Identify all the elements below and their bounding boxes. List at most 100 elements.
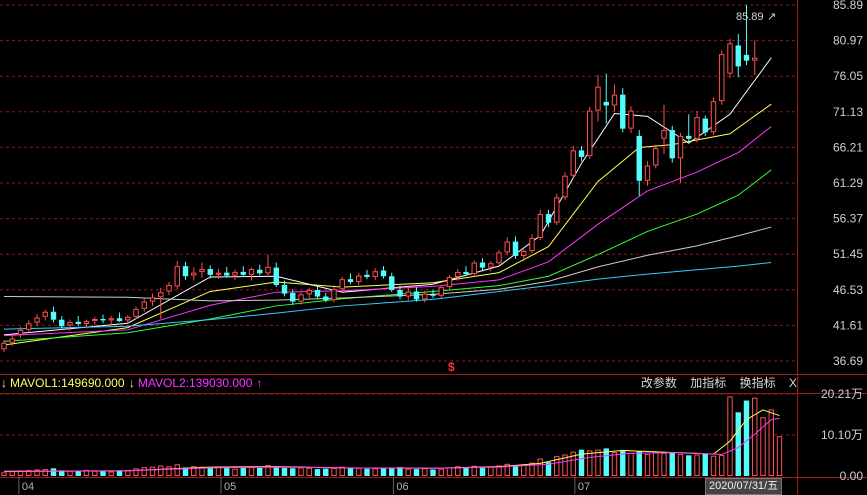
- candle: [578, 146, 585, 162]
- close-panel-button[interactable]: X: [788, 376, 797, 390]
- add-indicator-button[interactable]: 加指标: [690, 376, 727, 390]
- price-tick-label: 66.21: [833, 140, 863, 154]
- candle-body: [248, 269, 255, 275]
- volume-bar: [92, 470, 98, 476]
- price-tick-label: 76.05: [833, 69, 863, 83]
- candle: [620, 88, 626, 133]
- candle-body: [735, 45, 741, 67]
- volume-bar: [578, 449, 585, 476]
- volume-bar: [587, 450, 593, 476]
- candle-body: [752, 57, 758, 61]
- candle: [719, 50, 725, 105]
- volume-bar: [389, 467, 395, 476]
- volume-bar: [273, 466, 279, 476]
- moving-average-lines: [3, 57, 772, 346]
- moving-average-line-4: [3, 169, 772, 342]
- candle-body: [100, 318, 106, 321]
- candle-body: [702, 118, 708, 133]
- candle: [545, 209, 552, 228]
- candle: [455, 269, 461, 281]
- candle-body: [290, 292, 296, 302]
- candle: [735, 33, 741, 78]
- candle: [570, 146, 576, 179]
- candle: [669, 125, 675, 163]
- volume-bar: [471, 465, 477, 476]
- candle: [108, 316, 114, 325]
- candle: [446, 274, 453, 290]
- moving-average-line-5: [3, 226, 772, 302]
- volume-bar: [743, 400, 750, 476]
- candle-body: [347, 279, 354, 283]
- candle-body: [694, 117, 700, 139]
- candle-body: [529, 237, 535, 251]
- candle-body: [133, 308, 139, 317]
- volume-bar: [595, 449, 601, 477]
- volume-bar: [686, 455, 692, 476]
- volume-bar: [232, 468, 238, 477]
- volume-bar: [182, 467, 189, 476]
- candle: [653, 144, 659, 169]
- candle-body: [281, 284, 288, 294]
- candle-body: [603, 101, 609, 106]
- volume-bar: [191, 466, 197, 476]
- volume-bar: [496, 465, 502, 477]
- volume-bar: [529, 462, 535, 477]
- candle: [83, 319, 90, 329]
- moving-average-line-6: [3, 262, 772, 330]
- candle-body: [158, 292, 164, 298]
- mavol1-readout: MAVOL1:149690.000: [10, 376, 125, 390]
- candle-body: [108, 318, 114, 321]
- volume-bars: [1, 396, 783, 477]
- candle: [512, 236, 519, 259]
- candle: [727, 38, 733, 79]
- candle: [67, 319, 73, 331]
- volume-bar: [339, 466, 345, 477]
- volume-bar: [620, 450, 626, 476]
- candle-body: [166, 284, 172, 292]
- candle-body: [26, 323, 32, 330]
- candle-body: [257, 269, 263, 274]
- volume-bar: [463, 467, 469, 476]
- moving-average-line-3: [3, 126, 772, 337]
- volume-indicator-header: ↓ MAVOL1:149690.000 ↓ MAVOL2:139030.000 ↑: [0, 375, 800, 393]
- volume-bar: [290, 468, 296, 476]
- volume-bar: [752, 397, 758, 476]
- candle: [298, 292, 304, 305]
- candle-body: [743, 54, 750, 61]
- candle: [521, 248, 527, 262]
- candle-body: [719, 54, 725, 102]
- candle-body: [570, 150, 576, 176]
- arrow-down-icon: ↓: [128, 376, 135, 390]
- event-marker[interactable]: $: [448, 360, 455, 374]
- price-tick-label: 61.29: [833, 176, 863, 190]
- candle: [314, 284, 321, 299]
- candle-body: [727, 43, 733, 74]
- candle: [397, 285, 403, 300]
- candle: [9, 335, 15, 346]
- candle-body: [331, 289, 337, 301]
- candle: [710, 97, 717, 136]
- candle-body: [265, 266, 271, 274]
- candle: [422, 290, 428, 303]
- candle: [182, 261, 189, 280]
- candle-body: [83, 321, 90, 325]
- change-params-button[interactable]: 改参数: [640, 376, 677, 390]
- volume-tick-label: 0.00: [840, 469, 864, 483]
- volume-bar: [570, 451, 576, 476]
- candle-body: [372, 271, 378, 277]
- candle-body: [92, 318, 98, 322]
- candle: [595, 75, 601, 122]
- arrow-up-icon: ↑: [256, 376, 263, 390]
- candle: [17, 326, 24, 338]
- volume-bar: [331, 467, 337, 476]
- candle: [50, 306, 57, 323]
- switch-indicator-button[interactable]: 换指标: [739, 376, 776, 390]
- volume-bar: [504, 463, 510, 477]
- candle-body: [191, 272, 197, 276]
- volume-ma-lines: [3, 409, 780, 473]
- candle: [438, 284, 444, 298]
- candle-body: [455, 271, 461, 277]
- volume-bar: [314, 469, 321, 476]
- volume-bar: [141, 467, 147, 477]
